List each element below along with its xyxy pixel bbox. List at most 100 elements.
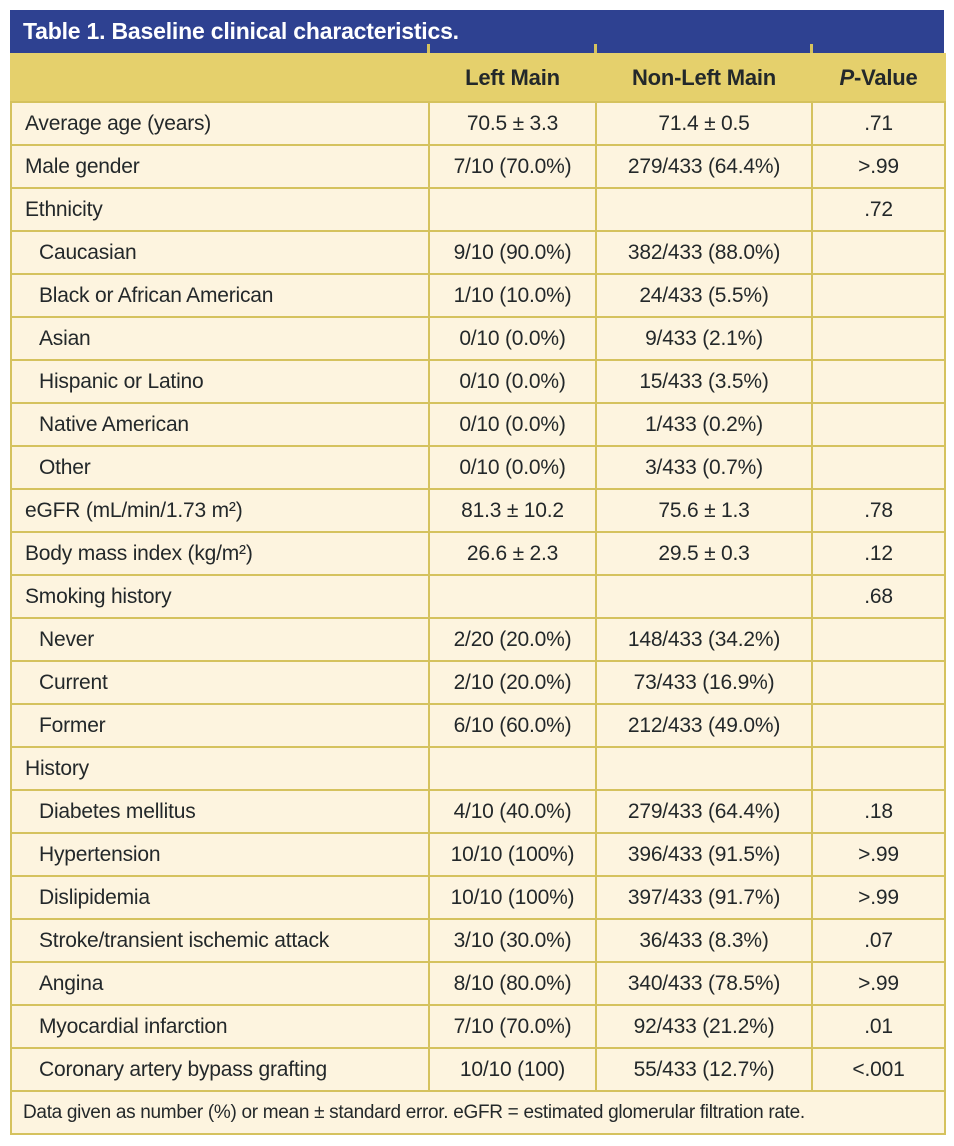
left-main-value-cell: 26.6 ± 2.3: [428, 531, 597, 576]
table-row: Diabetes mellitus 4/10 (40.0%) 279/433 (…: [10, 789, 946, 834]
column-header-left-main: Left Main: [428, 53, 597, 103]
left-main-value-cell: 9/10 (90.0%): [428, 230, 597, 275]
p-value-cell: >.99: [811, 875, 946, 920]
baseline-characteristics-table: Left Main Non-Left Main P-Value Average …: [10, 53, 946, 1135]
table-row: History: [10, 746, 946, 791]
table-row: Asian 0/10 (0.0%) 9/433 (2.1%): [10, 316, 946, 361]
non-left-main-value-cell: 24/433 (5.5%): [595, 273, 813, 318]
p-value-cell: >.99: [811, 961, 946, 1006]
footnote-text: Data given as number (%) or mean ± stand…: [10, 1090, 946, 1135]
table-title-bar: Table 1. Baseline clinical characteristi…: [10, 10, 944, 53]
non-left-main-value-cell: [595, 187, 813, 232]
row-label-cell: eGFR (mL/min/1.73 m²): [10, 488, 430, 533]
left-main-value-cell: 1/10 (10.0%): [428, 273, 597, 318]
row-label-cell: Angina: [10, 961, 430, 1006]
table-title: Table 1. Baseline clinical characteristi…: [23, 18, 459, 44]
left-main-value-cell: 6/10 (60.0%): [428, 703, 597, 748]
table-row: Smoking history .68: [10, 574, 946, 619]
left-main-value-cell: 0/10 (0.0%): [428, 359, 597, 404]
row-label-cell: Dislipidemia: [10, 875, 430, 920]
left-main-value-cell: 70.5 ± 3.3: [428, 101, 597, 146]
row-label-cell: Diabetes mellitus: [10, 789, 430, 834]
table-row: Native American 0/10 (0.0%) 1/433 (0.2%): [10, 402, 946, 447]
table-row: Male gender 7/10 (70.0%) 279/433 (64.4%)…: [10, 144, 946, 189]
p-value-cell: <.001: [811, 1047, 946, 1092]
table-row: Ethnicity .72: [10, 187, 946, 232]
row-label-cell: Never: [10, 617, 430, 662]
table-header-row: Left Main Non-Left Main P-Value: [10, 53, 946, 103]
row-label-cell: Smoking history: [10, 574, 430, 619]
p-value-cell: [811, 273, 946, 318]
p-value-cell: .18: [811, 789, 946, 834]
left-main-value-cell: 0/10 (0.0%): [428, 402, 597, 447]
left-main-value-cell: [428, 746, 597, 791]
row-label-cell: Current: [10, 660, 430, 705]
table-body: Average age (years) 70.5 ± 3.3 71.4 ± 0.…: [10, 101, 946, 1092]
table-row: Hispanic or Latino 0/10 (0.0%) 15/433 (3…: [10, 359, 946, 404]
table-row: Black or African American 1/10 (10.0%) 2…: [10, 273, 946, 318]
non-left-main-value-cell: 148/433 (34.2%): [595, 617, 813, 662]
table-row: Former 6/10 (60.0%) 212/433 (49.0%): [10, 703, 946, 748]
column-header-non-left-main: Non-Left Main: [595, 53, 813, 103]
row-label-cell: Ethnicity: [10, 187, 430, 232]
non-left-main-value-cell: 1/433 (0.2%): [595, 402, 813, 447]
p-value-cell: >.99: [811, 832, 946, 877]
row-label-cell: Stroke/transient ischemic attack: [10, 918, 430, 963]
non-left-main-value-cell: 212/433 (49.0%): [595, 703, 813, 748]
non-left-main-value-cell: 396/433 (91.5%): [595, 832, 813, 877]
non-left-main-value-cell: 29.5 ± 0.3: [595, 531, 813, 576]
non-left-main-value-cell: 279/433 (64.4%): [595, 144, 813, 189]
non-left-main-value-cell: 55/433 (12.7%): [595, 1047, 813, 1092]
table-row: Never 2/20 (20.0%) 148/433 (34.2%): [10, 617, 946, 662]
footnote-row: Data given as number (%) or mean ± stand…: [10, 1090, 946, 1135]
left-main-value-cell: 7/10 (70.0%): [428, 1004, 597, 1049]
left-main-value-cell: 0/10 (0.0%): [428, 445, 597, 490]
table-row: eGFR (mL/min/1.73 m²) 81.3 ± 10.2 75.6 ±…: [10, 488, 946, 533]
left-main-value-cell: 10/10 (100%): [428, 832, 597, 877]
table-row: Caucasian 9/10 (90.0%) 382/433 (88.0%): [10, 230, 946, 275]
p-value-cell: .01: [811, 1004, 946, 1049]
p-value-cell: [811, 746, 946, 791]
row-label-cell: Native American: [10, 402, 430, 447]
row-label-cell: Former: [10, 703, 430, 748]
p-value-cell: [811, 316, 946, 361]
table-row: Myocardial infarction 7/10 (70.0%) 92/43…: [10, 1004, 946, 1049]
row-label-cell: Body mass index (kg/m²): [10, 531, 430, 576]
row-label-cell: Male gender: [10, 144, 430, 189]
p-value-cell: [811, 402, 946, 447]
p-value-cell: .68: [811, 574, 946, 619]
p-value-cell: [811, 703, 946, 748]
left-main-value-cell: 3/10 (30.0%): [428, 918, 597, 963]
table-row: Other 0/10 (0.0%) 3/433 (0.7%): [10, 445, 946, 490]
table-row: Angina 8/10 (80.0%) 340/433 (78.5%) >.99: [10, 961, 946, 1006]
non-left-main-value-cell: 36/433 (8.3%): [595, 918, 813, 963]
table-row: Dislipidemia 10/10 (100%) 397/433 (91.7%…: [10, 875, 946, 920]
table-row: Hypertension 10/10 (100%) 396/433 (91.5%…: [10, 832, 946, 877]
left-main-value-cell: 4/10 (40.0%): [428, 789, 597, 834]
row-label-cell: Other: [10, 445, 430, 490]
p-value-cell: .71: [811, 101, 946, 146]
table-row: Coronary artery bypass grafting 10/10 (1…: [10, 1047, 946, 1092]
table-row: Current 2/10 (20.0%) 73/433 (16.9%): [10, 660, 946, 705]
non-left-main-value-cell: [595, 746, 813, 791]
row-label-cell: Caucasian: [10, 230, 430, 275]
row-label-cell: Black or African American: [10, 273, 430, 318]
non-left-main-value-cell: 73/433 (16.9%): [595, 660, 813, 705]
non-left-main-value-cell: 75.6 ± 1.3: [595, 488, 813, 533]
table-row: Stroke/transient ischemic attack 3/10 (3…: [10, 918, 946, 963]
p-value-cell: [811, 445, 946, 490]
row-label-cell: Hypertension: [10, 832, 430, 877]
column-divider-tick: [427, 44, 430, 53]
p-value-cell: [811, 230, 946, 275]
table-row: Average age (years) 70.5 ± 3.3 71.4 ± 0.…: [10, 101, 946, 146]
p-value-cell: [811, 359, 946, 404]
left-main-value-cell: 2/20 (20.0%): [428, 617, 597, 662]
p-value-italic-letter: P: [839, 65, 854, 90]
row-label-cell: Coronary artery bypass grafting: [10, 1047, 430, 1092]
non-left-main-value-cell: 340/433 (78.5%): [595, 961, 813, 1006]
column-header-p-value: P-Value: [811, 53, 946, 103]
non-left-main-value-cell: 397/433 (91.7%): [595, 875, 813, 920]
p-value-cell: .07: [811, 918, 946, 963]
p-value-cell: [811, 617, 946, 662]
p-value-cell: .72: [811, 187, 946, 232]
